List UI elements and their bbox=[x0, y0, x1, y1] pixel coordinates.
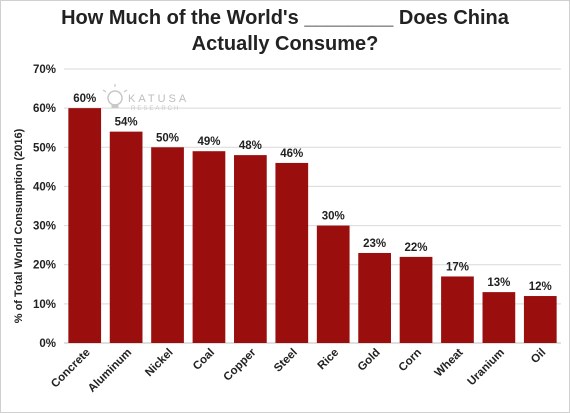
y-tick-label: 70% bbox=[33, 64, 56, 76]
bar-aluminum bbox=[109, 131, 143, 343]
bar-copper bbox=[234, 155, 267, 343]
bar-concrete bbox=[68, 108, 102, 344]
y-tick-label: 30% bbox=[33, 221, 56, 233]
watermark: KATUSA RESEARCH bbox=[102, 84, 189, 112]
y-axis-label: % of Total World Consumption (2016) bbox=[13, 128, 25, 323]
bar-oil bbox=[523, 296, 557, 343]
bar-nickel bbox=[151, 147, 184, 343]
data-label: 46% bbox=[280, 148, 303, 160]
bars bbox=[68, 108, 557, 344]
y-tick-label: 40% bbox=[33, 181, 56, 193]
data-label: 48% bbox=[239, 140, 262, 152]
data-label: 60% bbox=[73, 93, 96, 105]
watermark-sub: RESEARCH bbox=[131, 106, 180, 112]
bar-steel bbox=[275, 162, 309, 343]
data-label: 49% bbox=[197, 136, 220, 148]
bar-gold bbox=[358, 252, 391, 343]
y-tick-label: 10% bbox=[33, 299, 56, 311]
watermark-name: KATUSA bbox=[128, 93, 189, 105]
bar-coal bbox=[192, 151, 226, 343]
data-label: 50% bbox=[156, 132, 179, 144]
bar-wheat bbox=[441, 276, 474, 343]
y-tick-label: 60% bbox=[33, 103, 56, 115]
y-tick-label: 50% bbox=[33, 142, 56, 154]
data-label: 23% bbox=[363, 238, 386, 250]
y-tick-label: 0% bbox=[39, 338, 56, 350]
lightbulb-icon bbox=[102, 84, 128, 108]
bar-corn bbox=[399, 256, 433, 343]
bar-uranium bbox=[482, 292, 516, 343]
chart-title-line-1: How Much of the World's ________ Does Ch… bbox=[61, 7, 510, 29]
bar-rice bbox=[316, 225, 350, 343]
data-label: 30% bbox=[322, 211, 345, 223]
chart-title-line-2: Actually Consume? bbox=[192, 33, 379, 55]
data-label: 22% bbox=[405, 242, 428, 254]
data-label: 54% bbox=[115, 117, 138, 129]
data-labels: 60% 54% 50% 49% 48% 46% 30% 23% 22% 17% 13% 12% bbox=[73, 93, 552, 293]
data-label: 17% bbox=[446, 261, 469, 273]
data-label: 13% bbox=[487, 277, 510, 289]
gridlines bbox=[64, 68, 561, 344]
data-label: 12% bbox=[529, 281, 552, 293]
y-tick-label: 20% bbox=[33, 260, 56, 272]
y-axis-ticks: 0% 10% 20% 30% 40% 50% 60% 70% bbox=[33, 64, 56, 350]
